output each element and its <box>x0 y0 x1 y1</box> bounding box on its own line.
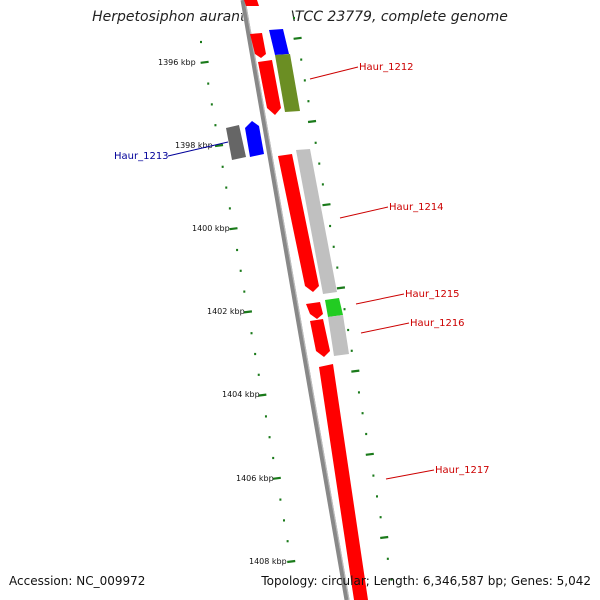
ruler-tick <box>336 286 346 290</box>
ruler-tick <box>307 119 317 124</box>
label-haur-1216[interactable]: Haur_1216 <box>410 318 465 329</box>
track-band <box>240 0 390 600</box>
gene-haur-1214[interactable] <box>278 154 319 292</box>
gene-haur-1215-green[interactable] <box>325 298 343 317</box>
label-haur-1212[interactable]: Haur_1212 <box>359 62 414 73</box>
ruler-tick <box>287 559 296 564</box>
topology-label: Topology: circular; Length: 6,346,587 bp… <box>261 574 591 588</box>
ruler-label-1400: 1400 kbp <box>192 224 230 233</box>
leader-haur-1213 <box>167 141 229 157</box>
leader-haur-1216 <box>360 322 410 334</box>
ruler-tick <box>272 476 281 480</box>
leader-haur-1215 <box>355 293 405 305</box>
ruler-tick <box>243 310 253 314</box>
gene-haur-1212[interactable] <box>258 60 281 115</box>
gene-haur-1216-red[interactable] <box>310 319 330 357</box>
ruler-tick <box>200 60 209 64</box>
leader-haur-1214 <box>339 206 389 219</box>
ruler-tick <box>365 452 374 456</box>
gene-haur-1215-red[interactable] <box>306 302 323 319</box>
ruler-label-1398: 1398 kbp <box>175 141 213 150</box>
label-haur-1215[interactable]: Haur_1215 <box>405 289 460 300</box>
gene-haur-1213[interactable] <box>245 121 264 157</box>
accession-label: Accession: NC_009972 <box>9 574 146 588</box>
label-haur-1214[interactable]: Haur_1214 <box>389 202 444 213</box>
gene-grey-small[interactable] <box>328 315 349 356</box>
gene-top-red[interactable] <box>250 33 266 58</box>
ruler-tick <box>322 203 331 207</box>
label-haur-1217[interactable]: Haur_1217 <box>435 465 490 476</box>
leader-haur-1212 <box>309 66 359 80</box>
map-title: Herpetosiphon aurantiacus ATCC 23779, co… <box>92 9 508 25</box>
ruler-tick <box>214 143 224 148</box>
ruler-label-1396: 1396 kbp <box>158 58 196 67</box>
ruler-label-1402: 1402 kbp <box>207 307 245 316</box>
genome-backbone-highlight <box>244 0 350 600</box>
ruler-tick <box>293 36 302 40</box>
genome-backbone <box>240 0 350 600</box>
gene-dark[interactable] <box>226 125 246 160</box>
gene-blue-top[interactable] <box>269 29 289 55</box>
ruler-tick <box>229 227 238 231</box>
gene-haur-1217[interactable] <box>319 364 368 600</box>
ruler-label-1406: 1406 kbp <box>236 474 274 483</box>
gene-top-partial[interactable] <box>244 0 259 6</box>
leader-haur-1217 <box>385 469 435 480</box>
ruler-label-1404: 1404 kbp <box>222 390 260 399</box>
ruler-tick <box>380 535 389 540</box>
gene-grey-large[interactable] <box>296 149 337 294</box>
ruler-ticks <box>200 16 393 581</box>
ruler-tick <box>258 393 267 397</box>
label-haur-1213[interactable]: Haur_1213 <box>114 151 169 162</box>
ruler-label-1408: 1408 kbp <box>249 557 287 566</box>
gene-olive[interactable] <box>275 54 300 112</box>
ruler-tick <box>351 369 360 373</box>
